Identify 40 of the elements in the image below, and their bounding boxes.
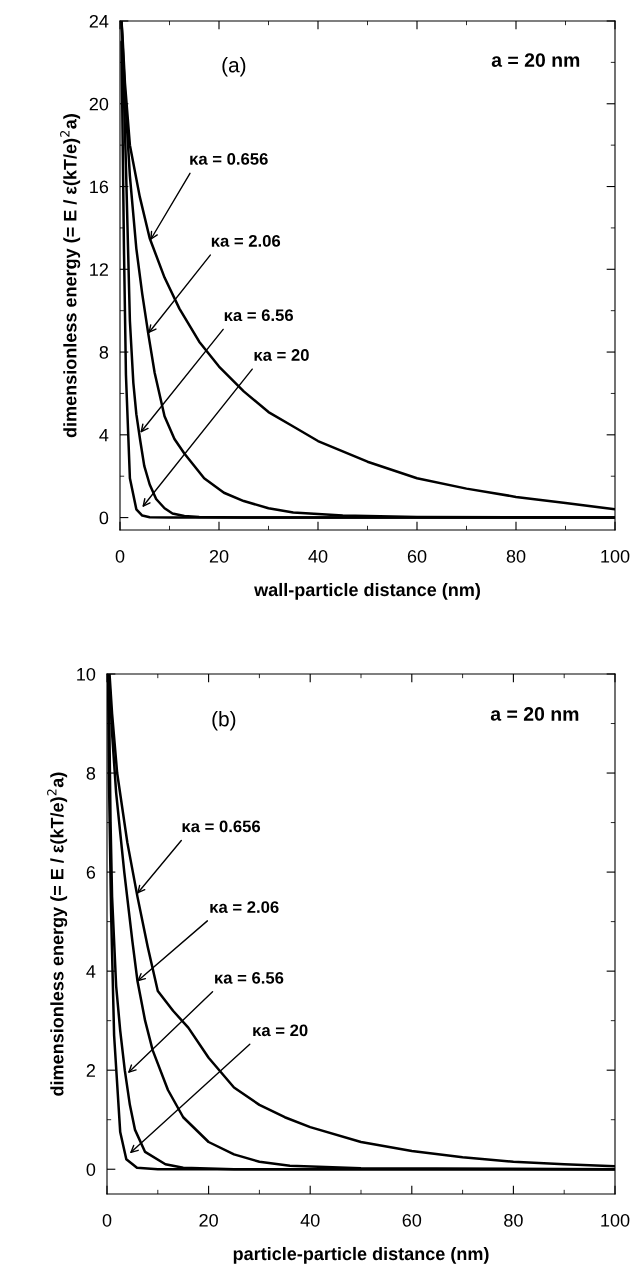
annotation: κa = 0.656 (182, 820, 261, 833)
y-tick-label: 4 (99, 428, 109, 442)
y-axis-title: dimensionless energy (= E / ε(kT/e)$^{2}$a) (47, 772, 68, 1096)
y-tick-label: 0 (86, 1163, 96, 1176)
x-tick-label: 20 (209, 549, 229, 563)
x-tick-label: 20 (199, 1213, 218, 1227)
x-tick-label: 80 (504, 1213, 523, 1227)
y-tick-label: 20 (89, 97, 109, 111)
x-tick-label: 40 (308, 549, 328, 563)
y-axis-title: dimensionless energy (= E / ε(kT/e)$^{2}$a) (60, 114, 81, 438)
y-tick-label: 2 (86, 1064, 95, 1077)
annotation: a = 20 nm (490, 707, 579, 721)
annotation: κa = 2.06 (210, 901, 279, 913)
annotation: κa = 6.56 (215, 971, 284, 984)
y-tick-label: 12 (90, 263, 108, 276)
annotation: a = 20 nm (491, 53, 580, 67)
y-tick-label: 10 (77, 667, 96, 681)
x-tick-label: 0 (115, 549, 125, 563)
y-tick-label: 6 (86, 866, 96, 879)
x-tick-label: 60 (402, 1213, 422, 1227)
annotation: κa = 0.656 (190, 153, 268, 165)
y-tick-label: 8 (86, 766, 96, 780)
y-tick-label: 16 (90, 180, 109, 194)
x-axis-title: particle-particle distance (nm) (233, 1246, 489, 1264)
x-tick-label: 80 (506, 549, 526, 563)
y-tick-label: 24 (89, 14, 109, 28)
annotation: (b) (212, 711, 236, 731)
annotation: (a) (222, 57, 246, 77)
x-tick-label: 40 (300, 1213, 320, 1227)
x-tick-label: 100 (601, 549, 630, 563)
annotation: κa = 2.06 (211, 235, 281, 247)
annotation: κa = 6.56 (224, 309, 294, 322)
annotation: κa = 20 (253, 1024, 308, 1037)
y-tick-label: 4 (86, 965, 96, 978)
y-tick-label: 8 (99, 345, 109, 359)
y-tick-label: 0 (99, 511, 109, 525)
x-tick-label: 100 (601, 1213, 630, 1227)
x-tick-label: 60 (407, 549, 427, 563)
annotation: κa = 20 (254, 349, 309, 361)
x-axis-title: wall-particle distance (nm) (254, 582, 480, 600)
